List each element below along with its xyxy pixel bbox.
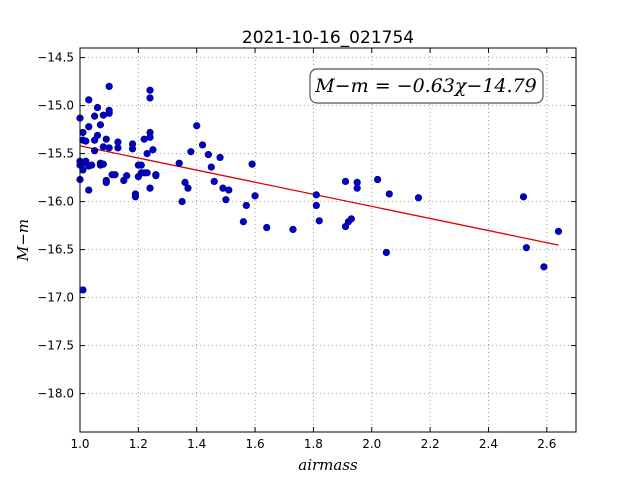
data-point: [79, 166, 87, 174]
data-point: [289, 225, 297, 234]
data-point: [263, 223, 271, 232]
data-point: [216, 153, 224, 162]
data-point: [178, 198, 186, 206]
y-tick-label: −14.5: [37, 51, 74, 65]
data-point: [131, 193, 140, 201]
fit-equation: M−m = −0.63χ−14.79: [314, 75, 536, 97]
data-point: [93, 131, 102, 139]
data-point: [382, 248, 390, 257]
data-point: [96, 121, 105, 129]
data-point: [341, 177, 350, 186]
data-point: [522, 244, 531, 252]
y-tick-label: −15.5: [37, 147, 74, 161]
data-point: [85, 186, 93, 194]
data-point: [347, 215, 355, 223]
data-point: [137, 161, 145, 169]
y-tick-label: −16.5: [37, 243, 74, 257]
data-point: [175, 159, 183, 167]
data-point: [146, 94, 154, 102]
y-tick-label: −16.0: [37, 195, 74, 209]
x-tick-label: 1.8: [304, 437, 323, 451]
data-point: [149, 146, 157, 154]
x-tick-label: 2.2: [421, 437, 440, 451]
data-point: [187, 148, 195, 156]
data-points: [76, 82, 563, 294]
x-tick-label: 1.0: [70, 437, 89, 451]
data-point: [225, 186, 233, 194]
y-tick-label: −15.0: [37, 99, 74, 113]
x-tick-labels: 1.0 1.2 1.4 1.6 1.8 2.0 2.2 2.4 2.6: [70, 437, 556, 451]
data-point: [204, 150, 212, 159]
data-point: [152, 172, 160, 180]
y-axis-label: M−m: [14, 219, 32, 262]
y-tick-labels: −14.5 −15.0 −15.5 −16.0 −16.5 −17.0 −17.5 −18.0: [37, 51, 74, 401]
data-point: [102, 178, 110, 186]
data-point: [85, 96, 93, 104]
data-point: [88, 161, 96, 169]
data-point: [414, 194, 423, 202]
y-tick-label: −18.0: [37, 387, 74, 401]
data-point: [93, 103, 102, 112]
data-point: [85, 123, 93, 131]
x-tick-label: 2.4: [479, 437, 498, 451]
plot-frame: [79, 47, 577, 433]
data-point: [105, 106, 113, 114]
data-point: [143, 169, 151, 177]
data-point: [540, 263, 548, 271]
data-point: [385, 190, 393, 198]
data-point: [312, 201, 320, 210]
data-point: [210, 177, 218, 186]
data-point: [99, 143, 107, 151]
grid-lines: [79, 48, 576, 432]
data-point: [242, 201, 250, 210]
data-point: [90, 112, 99, 120]
data-point: [79, 286, 87, 294]
data-point: [248, 160, 256, 168]
data-point: [239, 218, 247, 226]
data-point: [315, 217, 323, 225]
data-point: [102, 135, 110, 143]
data-point: [374, 175, 382, 184]
x-axis-label: airmass: [298, 456, 358, 474]
data-point: [146, 184, 154, 192]
data-point: [251, 192, 259, 200]
chart-title: 2021-10-16_021754: [242, 28, 414, 48]
data-point: [114, 144, 122, 152]
data-point: [554, 227, 563, 235]
data-point: [79, 128, 87, 137]
y-tick-label: −17.0: [37, 291, 74, 305]
x-tick-label: 2.6: [537, 437, 556, 451]
data-point: [222, 196, 230, 204]
data-point: [82, 137, 90, 145]
data-point: [519, 193, 528, 201]
data-point: [123, 172, 131, 180]
y-tick-label: −17.5: [37, 339, 74, 353]
data-point: [128, 145, 137, 153]
data-point: [111, 171, 119, 179]
axis-ticks: [79, 48, 576, 432]
data-point: [312, 191, 320, 199]
data-point: [146, 86, 154, 94]
data-point: [143, 150, 151, 158]
data-point: [99, 160, 107, 168]
data-point: [193, 122, 201, 130]
data-point: [353, 184, 361, 192]
data-point: [105, 144, 113, 152]
data-point: [198, 141, 207, 149]
x-tick-label: 2.0: [362, 437, 381, 451]
data-point: [90, 147, 99, 155]
data-point: [207, 163, 215, 171]
data-point: [146, 133, 154, 141]
data-point: [184, 184, 192, 192]
x-tick-label: 1.4: [187, 437, 206, 451]
x-tick-label: 1.6: [246, 437, 265, 451]
data-point: [105, 82, 113, 90]
equation-box: [309, 68, 544, 104]
x-tick-label: 1.2: [129, 437, 148, 451]
data-point: [181, 178, 189, 186]
